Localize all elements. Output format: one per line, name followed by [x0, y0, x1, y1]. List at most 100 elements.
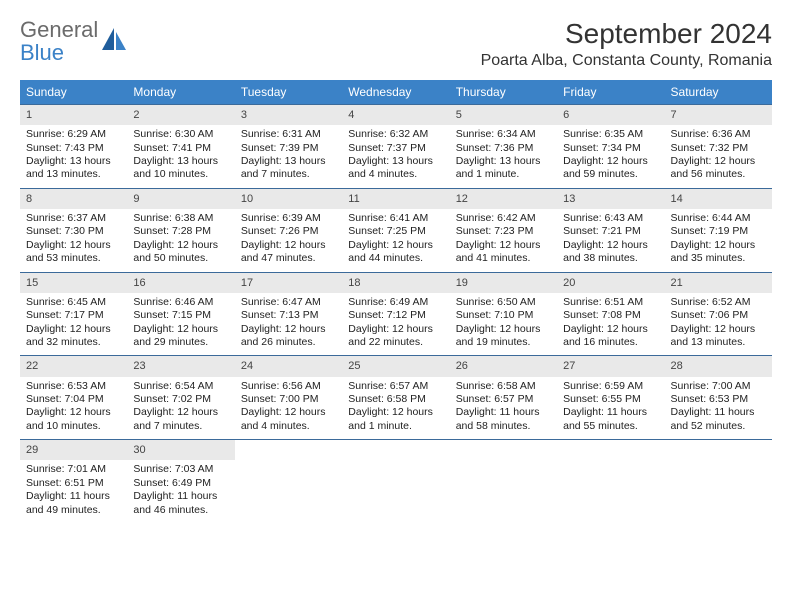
sunset-text: Sunset: 7:28 PM: [133, 225, 228, 238]
week-row: 22Sunrise: 6:53 AMSunset: 7:04 PMDayligh…: [20, 355, 772, 439]
sunrise-text: Sunrise: 6:57 AM: [348, 380, 443, 393]
day-number: 3: [235, 105, 342, 125]
month-title: September 2024: [481, 18, 772, 50]
day-number: 21: [665, 273, 772, 293]
sunset-text: Sunset: 7:37 PM: [348, 142, 443, 155]
location: Poarta Alba, Constanta County, Romania: [481, 52, 772, 70]
day-cell: 7Sunrise: 6:36 AMSunset: 7:32 PMDaylight…: [665, 105, 772, 188]
day-number: 27: [557, 356, 664, 376]
day-body: Sunrise: 6:36 AMSunset: 7:32 PMDaylight:…: [665, 125, 772, 188]
sunset-text: Sunset: 7:00 PM: [241, 393, 336, 406]
day-number: 4: [342, 105, 449, 125]
day-cell: 19Sunrise: 6:50 AMSunset: 7:10 PMDayligh…: [450, 273, 557, 356]
daylight-text: Daylight: 12 hours and 50 minutes.: [133, 239, 228, 266]
day-header: Friday: [557, 80, 664, 104]
sunset-text: Sunset: 7:32 PM: [671, 142, 766, 155]
sunset-text: Sunset: 7:21 PM: [563, 225, 658, 238]
day-cell: 1Sunrise: 6:29 AMSunset: 7:43 PMDaylight…: [20, 105, 127, 188]
daylight-text: Daylight: 12 hours and 4 minutes.: [241, 406, 336, 433]
logo: General Blue: [20, 18, 128, 64]
calendar: SundayMondayTuesdayWednesdayThursdayFrid…: [20, 80, 772, 523]
daylight-text: Daylight: 12 hours and 16 minutes.: [563, 323, 658, 350]
sunset-text: Sunset: 7:30 PM: [26, 225, 121, 238]
day-body: Sunrise: 6:53 AMSunset: 7:04 PMDaylight:…: [20, 377, 127, 440]
sunset-text: Sunset: 7:17 PM: [26, 309, 121, 322]
sunset-text: Sunset: 7:23 PM: [456, 225, 551, 238]
day-body: Sunrise: 6:43 AMSunset: 7:21 PMDaylight:…: [557, 209, 664, 272]
sunrise-text: Sunrise: 6:34 AM: [456, 128, 551, 141]
day-cell: [342, 440, 449, 523]
day-body: Sunrise: 7:03 AMSunset: 6:49 PMDaylight:…: [127, 460, 234, 523]
daylight-text: Daylight: 11 hours and 49 minutes.: [26, 490, 121, 517]
day-number: 7: [665, 105, 772, 125]
day-number: 28: [665, 356, 772, 376]
sunrise-text: Sunrise: 6:59 AM: [563, 380, 658, 393]
day-number: 29: [20, 440, 127, 460]
day-body: Sunrise: 6:35 AMSunset: 7:34 PMDaylight:…: [557, 125, 664, 188]
sunrise-text: Sunrise: 6:53 AM: [26, 380, 121, 393]
sunset-text: Sunset: 7:15 PM: [133, 309, 228, 322]
day-body: Sunrise: 6:51 AMSunset: 7:08 PMDaylight:…: [557, 293, 664, 356]
day-body: Sunrise: 6:30 AMSunset: 7:41 PMDaylight:…: [127, 125, 234, 188]
day-cell: 11Sunrise: 6:41 AMSunset: 7:25 PMDayligh…: [342, 189, 449, 272]
logo-word-blue: Blue: [20, 41, 98, 64]
header: General Blue September 2024 Poarta Alba,…: [20, 18, 772, 70]
day-header: Thursday: [450, 80, 557, 104]
day-number: 19: [450, 273, 557, 293]
daylight-text: Daylight: 11 hours and 55 minutes.: [563, 406, 658, 433]
day-number: 5: [450, 105, 557, 125]
day-number: 12: [450, 189, 557, 209]
sunset-text: Sunset: 7:41 PM: [133, 142, 228, 155]
day-body: Sunrise: 6:45 AMSunset: 7:17 PMDaylight:…: [20, 293, 127, 356]
day-number: 22: [20, 356, 127, 376]
day-body: Sunrise: 6:57 AMSunset: 6:58 PMDaylight:…: [342, 377, 449, 440]
daylight-text: Daylight: 13 hours and 7 minutes.: [241, 155, 336, 182]
day-cell: 18Sunrise: 6:49 AMSunset: 7:12 PMDayligh…: [342, 273, 449, 356]
daylight-text: Daylight: 12 hours and 56 minutes.: [671, 155, 766, 182]
day-cell: [235, 440, 342, 523]
day-cell: [665, 440, 772, 523]
week-row: 8Sunrise: 6:37 AMSunset: 7:30 PMDaylight…: [20, 188, 772, 272]
day-body: Sunrise: 7:01 AMSunset: 6:51 PMDaylight:…: [20, 460, 127, 523]
sunset-text: Sunset: 6:53 PM: [671, 393, 766, 406]
sunset-text: Sunset: 7:06 PM: [671, 309, 766, 322]
sunset-text: Sunset: 6:49 PM: [133, 477, 228, 490]
day-cell: 21Sunrise: 6:52 AMSunset: 7:06 PMDayligh…: [665, 273, 772, 356]
sunrise-text: Sunrise: 6:38 AM: [133, 212, 228, 225]
daylight-text: Daylight: 12 hours and 32 minutes.: [26, 323, 121, 350]
day-body: Sunrise: 6:56 AMSunset: 7:00 PMDaylight:…: [235, 377, 342, 440]
day-cell: 13Sunrise: 6:43 AMSunset: 7:21 PMDayligh…: [557, 189, 664, 272]
day-cell: 5Sunrise: 6:34 AMSunset: 7:36 PMDaylight…: [450, 105, 557, 188]
sunrise-text: Sunrise: 7:00 AM: [671, 380, 766, 393]
day-number: 18: [342, 273, 449, 293]
day-cell: [557, 440, 664, 523]
day-header: Sunday: [20, 80, 127, 104]
day-cell: 12Sunrise: 6:42 AMSunset: 7:23 PMDayligh…: [450, 189, 557, 272]
sunrise-text: Sunrise: 6:51 AM: [563, 296, 658, 309]
day-cell: 24Sunrise: 6:56 AMSunset: 7:00 PMDayligh…: [235, 356, 342, 439]
day-body: Sunrise: 6:46 AMSunset: 7:15 PMDaylight:…: [127, 293, 234, 356]
daylight-text: Daylight: 11 hours and 58 minutes.: [456, 406, 551, 433]
daylight-text: Daylight: 12 hours and 53 minutes.: [26, 239, 121, 266]
sunset-text: Sunset: 6:58 PM: [348, 393, 443, 406]
day-body: Sunrise: 6:50 AMSunset: 7:10 PMDaylight:…: [450, 293, 557, 356]
week-row: 1Sunrise: 6:29 AMSunset: 7:43 PMDaylight…: [20, 104, 772, 188]
sunrise-text: Sunrise: 6:52 AM: [671, 296, 766, 309]
day-body: Sunrise: 6:59 AMSunset: 6:55 PMDaylight:…: [557, 377, 664, 440]
sunset-text: Sunset: 6:51 PM: [26, 477, 121, 490]
sunrise-text: Sunrise: 6:37 AM: [26, 212, 121, 225]
day-number: 20: [557, 273, 664, 293]
day-cell: 8Sunrise: 6:37 AMSunset: 7:30 PMDaylight…: [20, 189, 127, 272]
sunset-text: Sunset: 7:39 PM: [241, 142, 336, 155]
sunset-text: Sunset: 7:25 PM: [348, 225, 443, 238]
sunrise-text: Sunrise: 6:43 AM: [563, 212, 658, 225]
daylight-text: Daylight: 11 hours and 52 minutes.: [671, 406, 766, 433]
sunrise-text: Sunrise: 6:47 AM: [241, 296, 336, 309]
daylight-text: Daylight: 13 hours and 1 minute.: [456, 155, 551, 182]
title-block: September 2024 Poarta Alba, Constanta Co…: [481, 18, 772, 70]
day-number: 26: [450, 356, 557, 376]
day-number: 24: [235, 356, 342, 376]
day-number: 1: [20, 105, 127, 125]
daylight-text: Daylight: 12 hours and 10 minutes.: [26, 406, 121, 433]
day-body: Sunrise: 6:44 AMSunset: 7:19 PMDaylight:…: [665, 209, 772, 272]
